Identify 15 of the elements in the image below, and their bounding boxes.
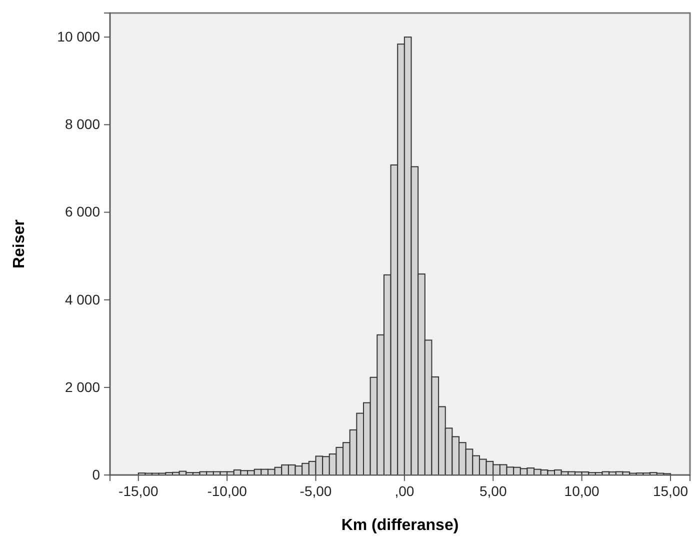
x-tick-label: 15,00 [652, 482, 688, 499]
x-tick-label: -15,00 [118, 482, 158, 499]
x-tick-label: ,00 [394, 482, 414, 499]
y-tick-label: 8 000 [64, 116, 100, 132]
x-tick-label: -10,00 [207, 482, 248, 499]
y-tick-label: 6 000 [64, 204, 100, 220]
x-tick-label: 5,00 [479, 482, 507, 499]
x-tick-label: -5,00 [300, 482, 332, 499]
x-tick-label: 10,00 [564, 482, 600, 499]
y-axis-title: Reiser [11, 220, 28, 268]
x-axis-title: Km (differanse) [341, 517, 459, 534]
y-tick-label: 4 000 [64, 291, 100, 308]
y-tick-label: 0 [92, 466, 100, 482]
y-tick-label: 10 000 [57, 28, 100, 45]
y-tick-label: 2 000 [64, 378, 100, 395]
